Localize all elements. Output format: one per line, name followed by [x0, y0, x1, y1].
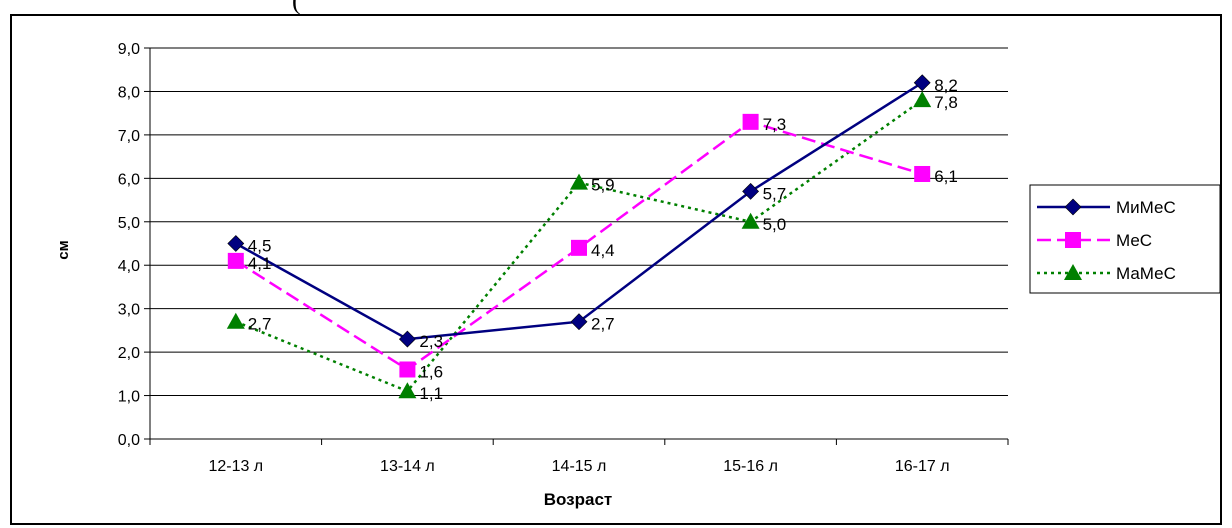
- y-tick-label: 5,0: [118, 215, 140, 232]
- data-label: 5,7: [763, 184, 787, 203]
- series-3: [226, 91, 932, 399]
- y-tick-label: 4,0: [118, 258, 140, 275]
- y-tick-label: 0,0: [118, 432, 140, 449]
- legend-marker: [1064, 264, 1082, 280]
- y-axis-title: см: [55, 240, 72, 259]
- data-point: [914, 165, 931, 182]
- x-tick-label: 12-13 л: [208, 458, 263, 475]
- data-label: 1,6: [419, 362, 443, 381]
- data-point: [226, 312, 245, 329]
- data-label: 4,1: [248, 254, 272, 273]
- legend-item: МаМеС: [1037, 264, 1176, 283]
- data-label: 4,4: [591, 241, 615, 260]
- data-point: [913, 91, 932, 108]
- data-label: 1,1: [419, 384, 443, 403]
- data-point: [742, 182, 760, 200]
- x-tick-label: 15-16 л: [723, 458, 778, 475]
- y-tick-label: 9,0: [118, 41, 140, 58]
- x-tick-label: 16-17 л: [895, 458, 950, 475]
- data-label: 7,3: [763, 115, 787, 134]
- y-tick-label: 6,0: [118, 171, 140, 188]
- data-label: 2,3: [419, 332, 443, 351]
- series-1: [227, 74, 931, 348]
- data-labels: 4,5 2,3 2,7 5,7 8,2 4,1 1,6 4,4 7,3 6,1 2,7 1,1 5,9 5…: [248, 76, 958, 403]
- y-tick-label: 1,0: [118, 389, 140, 406]
- data-point: [913, 74, 931, 92]
- y-tick-label: 7,0: [118, 128, 140, 145]
- y-tick-label: 2,0: [118, 345, 140, 362]
- data-label: 8,2: [934, 76, 958, 95]
- data-label: 5,9: [591, 176, 615, 195]
- y-tick-label: 3,0: [118, 302, 140, 319]
- legend-item: МиМеС: [1037, 198, 1176, 217]
- series-line: [235, 81, 923, 341]
- series-2: [227, 113, 931, 378]
- data-label: 4,5: [248, 237, 272, 256]
- series-group: [226, 74, 932, 399]
- data-point: [227, 252, 244, 269]
- data-point: [742, 113, 759, 130]
- data-point: [741, 212, 760, 229]
- data-point: [570, 173, 588, 190]
- data-label: 7,8: [934, 93, 958, 112]
- x-tick-label: 13-14 л: [380, 458, 435, 475]
- legend-label: МаМеС: [1116, 264, 1176, 283]
- legend: МиМеС МеС МаМеС: [1029, 184, 1221, 294]
- x-axis-title: Возраст: [544, 490, 613, 509]
- legend-marker: [1065, 232, 1081, 248]
- legend-item: МеС: [1037, 231, 1152, 250]
- line-chart: 0,0 1,0 2,0 3,0 4,0 5,0 6,0 7,0 8,0 9,0 12-13 л 13-…: [55, 41, 1221, 509]
- chart-frame: 0,0 1,0 2,0 3,0 4,0 5,0 6,0 7,0 8,0 9,0 12-13 л 13-…: [10, 14, 1222, 525]
- data-point: [571, 239, 587, 256]
- page-text-fragment: (: [292, 0, 301, 15]
- data-label: 2,7: [248, 315, 272, 334]
- legend-label: МеС: [1116, 231, 1152, 250]
- y-tick-label: 8,0: [118, 84, 140, 101]
- gridlines: [150, 47, 1008, 397]
- data-label: 2,7: [591, 315, 615, 334]
- data-point: [227, 235, 245, 252]
- x-tick-label: 14-15 л: [552, 458, 607, 475]
- data-label: 5,0: [763, 215, 787, 234]
- legend-label: МиМеС: [1116, 198, 1176, 217]
- data-point: [399, 361, 416, 378]
- data-point: [570, 313, 588, 331]
- data-point: [398, 382, 417, 399]
- legend-marker: [1064, 198, 1082, 216]
- data-point: [398, 330, 416, 348]
- data-label: 6,1: [934, 167, 958, 186]
- axes: 0,0 1,0 2,0 3,0 4,0 5,0 6,0 7,0 8,0 9,0 12-13 л 13-…: [118, 41, 1009, 475]
